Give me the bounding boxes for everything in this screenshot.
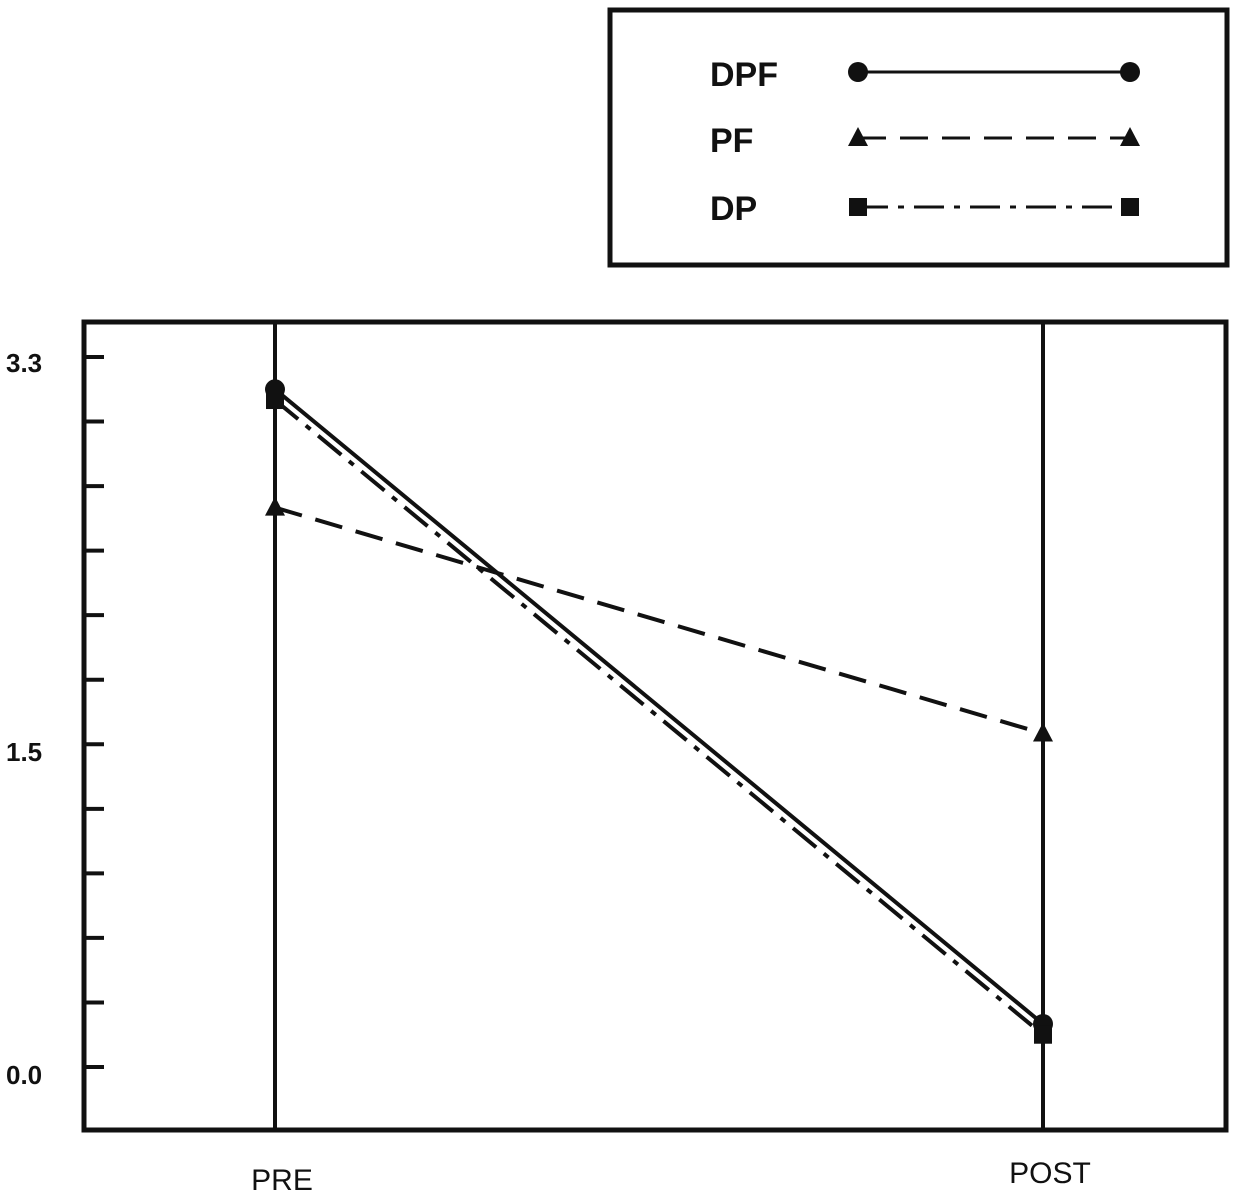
marker-pf-pre (265, 496, 285, 516)
legend-frame (607, 7, 1230, 268)
ytick-label-0-0: 0.0 (6, 1060, 42, 1090)
series-line-dpf (273, 387, 1045, 1026)
ytick-label-3-3: 3.3 (6, 348, 42, 378)
category-label-post: POST (1009, 1157, 1091, 1190)
plot-frame (81, 319, 1229, 1133)
legend-label-pf: PF (710, 122, 753, 160)
legend-samples (848, 62, 1140, 216)
legend-marker-dpf-right (1120, 62, 1140, 82)
marker-dp-post (1034, 1025, 1052, 1044)
legend-label-dp: DP (710, 190, 757, 228)
marker-dp-pre (266, 391, 284, 410)
legend-marker-dp-right (1121, 198, 1139, 216)
category-label-pre: PRE (251, 1164, 313, 1197)
y-ticks (84, 355, 104, 1069)
legend-marker-pf-left (848, 127, 868, 146)
series-line-pf (274, 505, 1044, 736)
legend-marker-pf-right (1120, 127, 1140, 146)
series-line-dp (273, 398, 1045, 1037)
ytick-label-1-5: 1.5 (6, 737, 42, 767)
legend-marker-dp-left (849, 198, 867, 216)
legend-marker-dpf-left (848, 62, 868, 82)
legend: DPF PF DP (607, 7, 1230, 268)
legend-label-dpf: DPF (710, 56, 778, 94)
marker-pf-post (1033, 722, 1053, 742)
series-markers (265, 379, 1053, 1044)
series-lines (273, 387, 1045, 1037)
